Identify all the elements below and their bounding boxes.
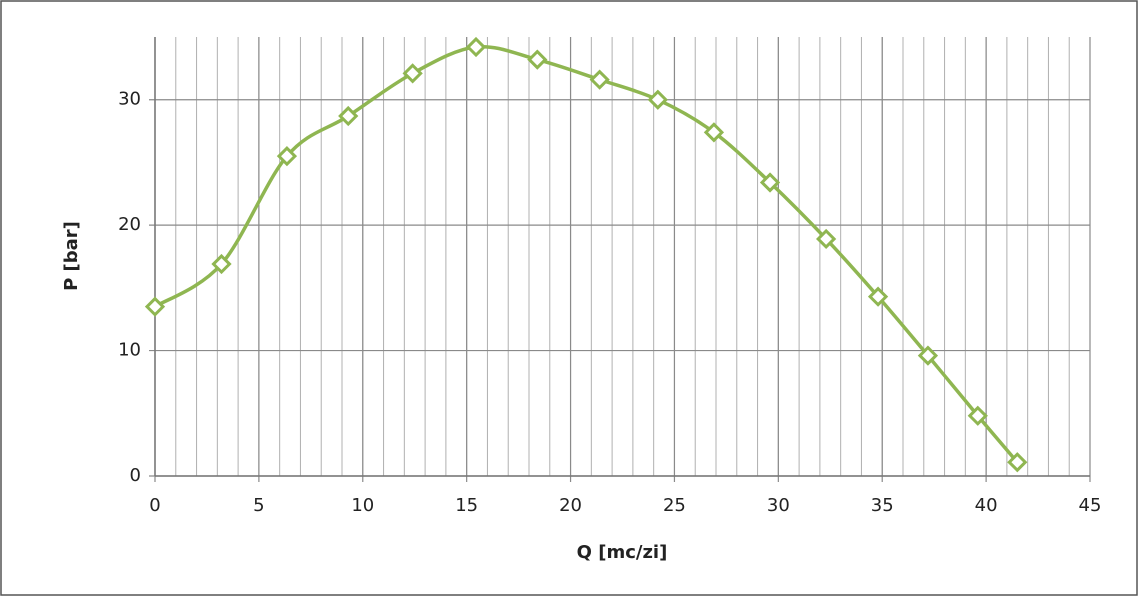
x-tick-label: 20 [559, 495, 582, 516]
y-axis-title: P [bar] [61, 221, 82, 291]
x-tick-label: 25 [663, 495, 686, 516]
data-line [154, 44, 1019, 464]
data-point [144, 296, 166, 317]
data-point [1007, 452, 1028, 473]
data-point [527, 49, 548, 70]
x-tick-label: 5 [253, 495, 264, 516]
data-point [759, 172, 781, 193]
data-point [402, 63, 423, 84]
data-point [589, 69, 610, 90]
y-tick-label: 10 [118, 340, 141, 361]
data-point [465, 36, 487, 58]
data-point [338, 105, 359, 127]
x-tick-label: 30 [767, 495, 790, 516]
data-point [647, 89, 668, 110]
x-tick-label: 15 [455, 495, 478, 516]
x-tick-label: 0 [149, 495, 160, 516]
x-axis-title: Q [mc/zi] [577, 542, 668, 563]
data-point [967, 405, 988, 426]
x-tick-label: 45 [1079, 495, 1102, 516]
x-tick-label: 10 [351, 495, 374, 516]
data-point [816, 228, 837, 250]
y-tick-label: 20 [118, 214, 141, 235]
x-tick-label: 40 [975, 495, 998, 516]
data-point [276, 146, 298, 167]
data-point [917, 345, 939, 366]
data-point [211, 253, 232, 275]
y-tick-label: 30 [118, 89, 141, 110]
x-tick-label: 35 [871, 495, 894, 516]
data-point [867, 286, 889, 307]
data-point [703, 122, 725, 143]
y-tick-label: 0 [130, 465, 141, 486]
